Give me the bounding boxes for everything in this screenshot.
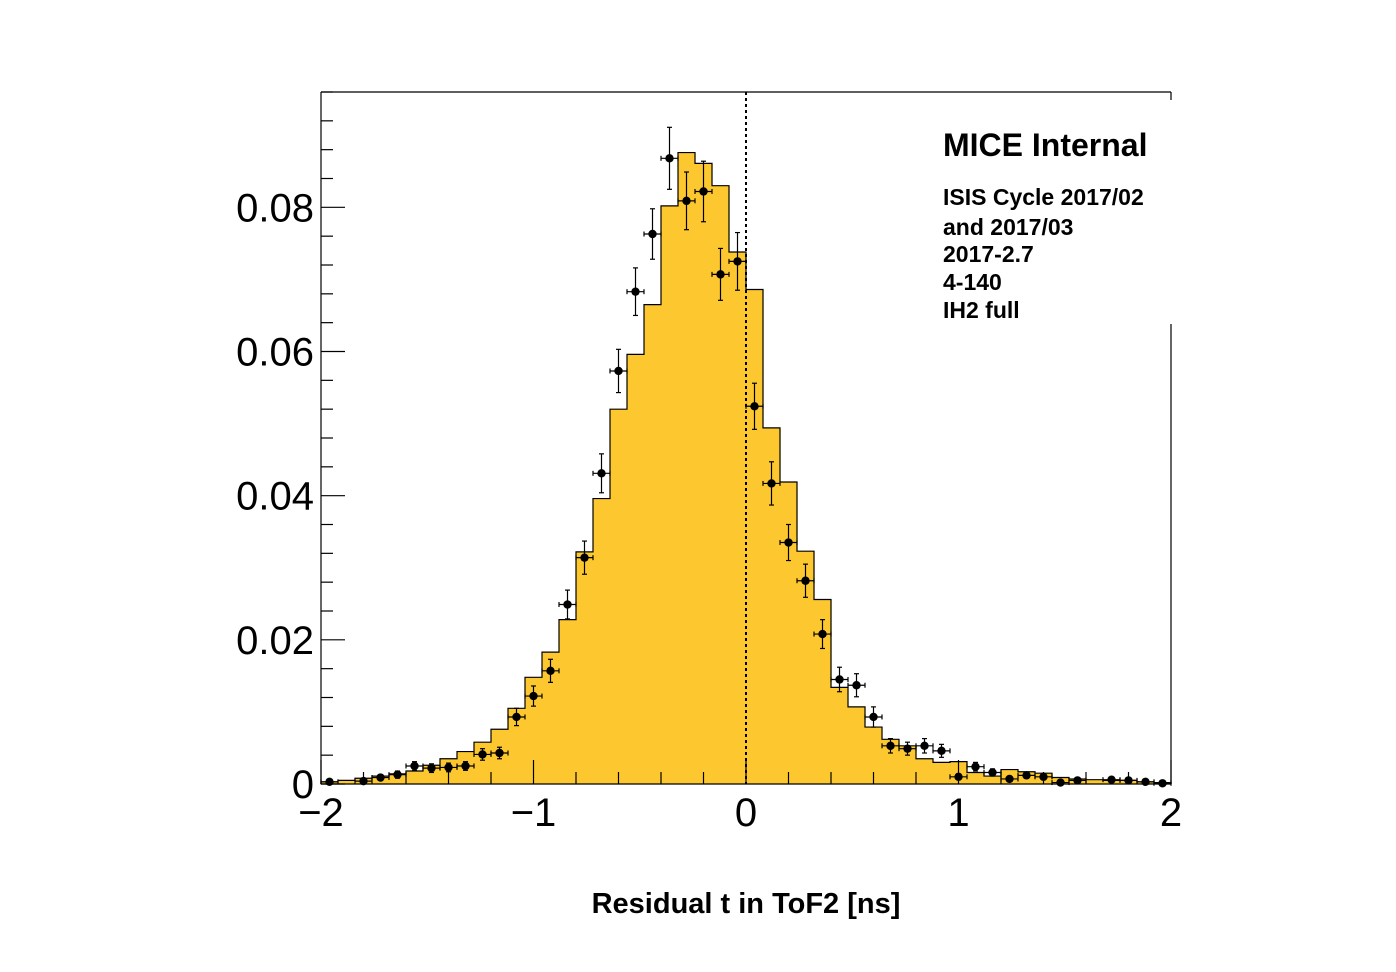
histogram-bar: [746, 289, 764, 784]
histogram-bar: [848, 706, 866, 784]
data-point: [558, 589, 577, 620]
tick-labels: −2 −1 0 1 2 0 0.02 0.04 0.06 0.08: [236, 186, 1182, 835]
y-tick-label: 0.08: [236, 186, 314, 230]
histogram-bar: [423, 765, 441, 784]
histogram-bar: [474, 742, 492, 784]
histogram-bar: [661, 205, 679, 784]
data-point: [813, 619, 832, 650]
data-point: [507, 707, 526, 727]
annotation-box: [935, 118, 1181, 324]
annotation-line-4: 4-140: [943, 269, 1002, 295]
histogram-bar: [797, 551, 815, 784]
data-point: [677, 171, 696, 231]
histogram-bar: [695, 163, 713, 785]
x-tick-label: 2: [1160, 791, 1182, 835]
histogram-outline: [320, 151, 1172, 784]
histogram-bar: [678, 152, 696, 785]
data-point: [847, 673, 866, 698]
histogram-bar: [865, 727, 883, 784]
x-axis-title: Residual t in ToF2 [ns]: [592, 888, 901, 920]
axis-ticks: [320, 91, 1172, 785]
histogram-bar: [814, 599, 832, 784]
data-point: [694, 160, 713, 223]
data-point: [762, 461, 781, 506]
data-point: [881, 737, 900, 754]
annotation-line-5: IH2 full: [943, 297, 1020, 323]
histogram-bar: [780, 481, 798, 784]
data-point: [1136, 777, 1155, 787]
data-point: [660, 126, 679, 190]
y-tick-label: 0.06: [236, 331, 314, 375]
histogram-bar: [525, 677, 543, 784]
data-point: [864, 706, 883, 728]
histogram-bar: [406, 771, 424, 784]
histogram-bar: [508, 708, 526, 784]
x-tick-label: −1: [511, 791, 557, 835]
data-point: [626, 267, 645, 317]
histogram-bar: [712, 185, 730, 785]
data-points-layer: [320, 126, 1172, 788]
data-point: [728, 231, 747, 291]
annotation-line-1: ISIS Cycle 2017/02: [943, 184, 1144, 210]
data-point: [711, 247, 730, 301]
data-point: [422, 763, 441, 774]
data-point: [745, 382, 764, 430]
data-point: [524, 685, 543, 707]
histogram-bar: [389, 773, 407, 784]
histogram-bar: [882, 739, 900, 784]
data-point: [643, 208, 662, 260]
data-point: [1102, 775, 1121, 784]
histogram-bar: [559, 619, 577, 784]
y-tick-label: 0.04: [236, 475, 314, 519]
data-point: [592, 453, 611, 494]
data-point: [609, 348, 628, 394]
annotation-header: MICE Internal: [943, 127, 1147, 163]
data-point: [898, 741, 917, 756]
histogram-bar: [899, 745, 917, 784]
data-point: [1153, 779, 1172, 788]
data-point: [439, 762, 458, 773]
histogram-bar: [1086, 779, 1104, 784]
histogram-bar: [610, 409, 628, 784]
histogram-bar: [933, 762, 951, 784]
data-point: [541, 658, 560, 683]
histogram-bar: [338, 780, 356, 784]
histogram-bar: [763, 427, 781, 784]
x-tick-label: 1: [947, 791, 969, 835]
data-point: [456, 761, 475, 771]
data-point: [405, 761, 424, 771]
data-point: [966, 761, 985, 772]
data-point: [320, 777, 339, 787]
x-tick-label: −2: [298, 791, 344, 835]
data-point: [983, 768, 1002, 777]
histogram-bar: [729, 252, 747, 784]
histogram-bar: [542, 652, 560, 784]
histogram-bar: [916, 758, 934, 784]
data-point: [575, 540, 594, 575]
histogram-bar: [831, 687, 849, 784]
data-point: [473, 748, 492, 761]
y-tick-label: 0.02: [236, 619, 314, 663]
histogram-bar: [984, 776, 1002, 784]
histogram-bar: [967, 772, 985, 784]
histogram-bar: [576, 551, 594, 784]
data-point: [932, 743, 951, 758]
histogram-bar: [593, 498, 611, 784]
data-point: [1051, 778, 1070, 787]
histogram-bar: [644, 304, 662, 784]
data-point: [796, 563, 815, 598]
data-point: [830, 666, 849, 693]
annotation-line-3: 2017-2.7: [943, 241, 1034, 267]
data-point: [915, 737, 934, 754]
x-tick-label: 0: [735, 791, 757, 835]
data-point: [779, 523, 798, 562]
histogram-layer: [320, 151, 1172, 785]
y-tick-label: 0: [292, 763, 314, 807]
data-point: [490, 746, 509, 760]
annotation-line-2: and 2017/03: [943, 214, 1073, 240]
histogram-bar: [627, 354, 645, 784]
